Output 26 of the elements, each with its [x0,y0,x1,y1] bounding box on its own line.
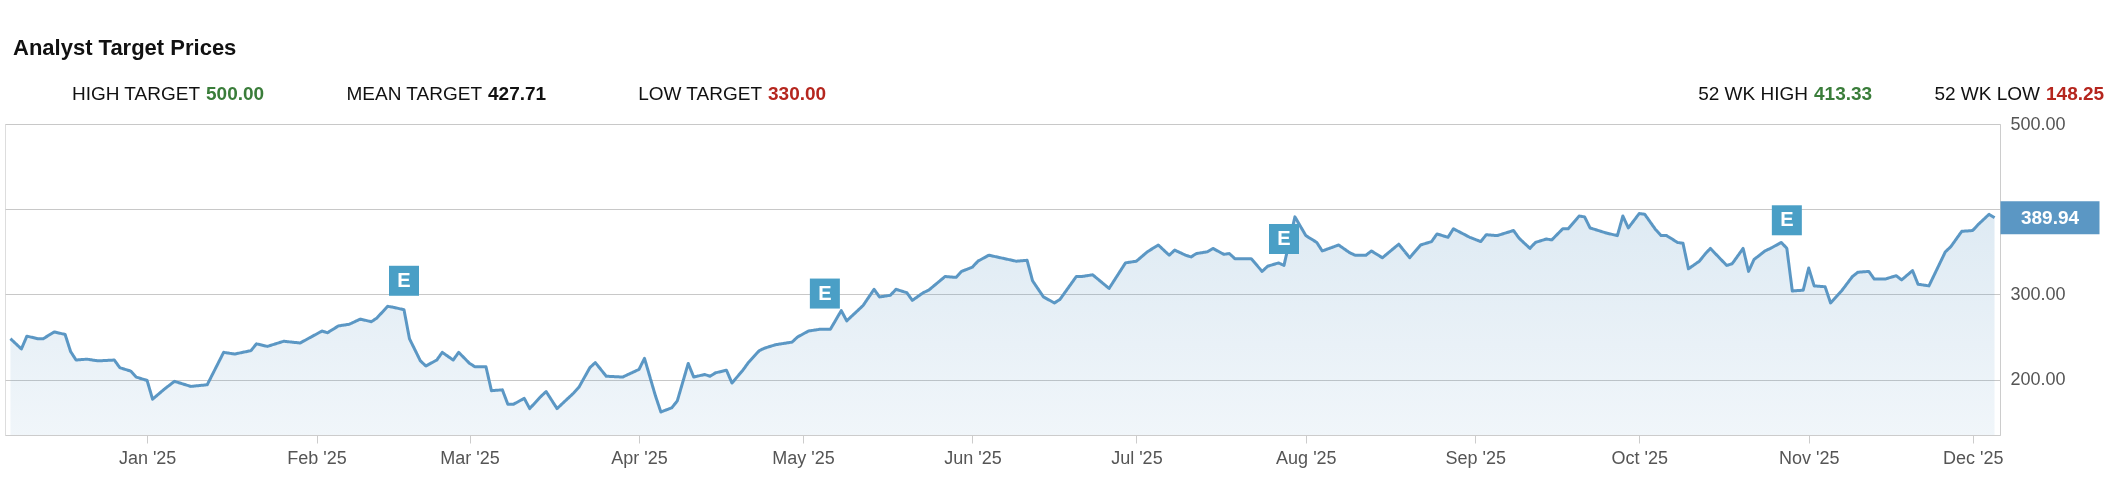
annotation: E [397,268,411,291]
x-tick-label: Apr '25 [611,447,668,468]
x-tick-label: Dec '25 [1942,447,2004,468]
y-tick-label: 200.00 [2010,369,2066,390]
x-tick-label: Feb '25 [287,447,347,468]
x-tick-label: Jul '25 [1111,447,1163,468]
chart-title: Analyst Target Prices [13,35,237,60]
x-tick-label: Sep '25 [1445,447,1507,468]
y-tick-label: 500.00 [2010,113,2066,134]
x-tick-label: Mar '25 [440,447,500,468]
text: LOW TARGET 330.00 [638,83,827,104]
x-tick-label: Oct '25 [1611,447,1668,468]
text: 52 WK LOW 148.25 [1934,83,2105,104]
text: MEAN TARGET 427.71 [346,83,547,104]
x-tick-label: Nov '25 [1778,447,1840,468]
y-tick-label: 300.00 [2010,283,2066,304]
annotation: 389.94 [2020,206,2080,228]
x-tick-label: Jan '25 [118,447,177,468]
annotation: E [1277,227,1291,250]
annotation: E [1780,208,1794,231]
x-tick-label: May '25 [772,447,835,468]
x-tick-label: Aug '25 [1276,447,1337,468]
text: 52 WK HIGH 413.33 [1698,83,1873,104]
annotation: E [818,281,832,304]
text: HIGH TARGET 500.00 [71,83,265,104]
x-tick-label: Jun '25 [944,447,1002,468]
